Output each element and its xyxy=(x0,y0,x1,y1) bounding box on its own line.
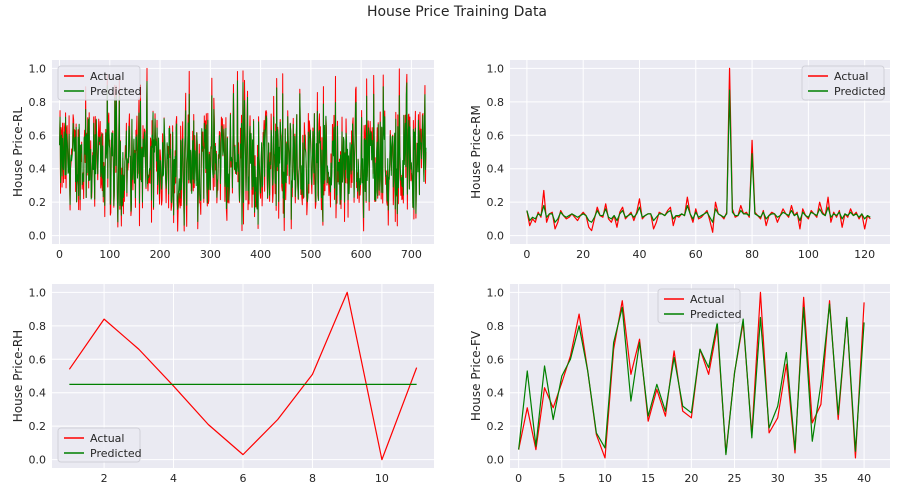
x-tick-label: 8 xyxy=(309,472,316,485)
figure-title: House Price Training Data xyxy=(367,4,547,20)
x-tick-label: 20 xyxy=(684,472,698,485)
subplot-3: 2 4 6 8 10 0.0 0.2 0.4 0.6 0.8 1.0 House Price-RH Ac… xyxy=(11,284,434,485)
y-tick-label: 0.6 xyxy=(29,353,47,366)
x-tick-label: 200 xyxy=(150,248,171,261)
x-tick-label: 400 xyxy=(250,248,271,261)
x-tick-label: 4 xyxy=(170,472,177,485)
x-tick-label: 100 xyxy=(99,248,120,261)
legend-label-actual: Actual xyxy=(90,432,124,445)
y-axis-label: House Price-FV xyxy=(469,330,483,421)
x-tick-label: 500 xyxy=(300,248,321,261)
x-tick-label: 6 xyxy=(240,472,247,485)
series-line-predicted xyxy=(59,80,427,226)
y-tick-label: 1.0 xyxy=(29,62,47,75)
x-tick-label: 0 xyxy=(56,248,63,261)
y-tick-label: 0.0 xyxy=(29,454,47,467)
y-tick-label: 0.0 xyxy=(487,454,505,467)
series-line-predicted xyxy=(526,89,871,223)
x-tick-label: 15 xyxy=(641,472,655,485)
y-tick-label: 0.6 xyxy=(487,129,505,142)
y-tick-label: 0.8 xyxy=(487,96,505,109)
y-tick-label: 0.4 xyxy=(487,387,505,400)
y-tick-label: 1.0 xyxy=(29,286,47,299)
legend-label-actual: Actual xyxy=(690,293,724,306)
y-tick-label: 1.0 xyxy=(487,62,505,75)
legend-label-actual: Actual xyxy=(834,70,868,83)
x-tick-label: 100 xyxy=(798,248,819,261)
y-tick-label: 0.2 xyxy=(487,196,505,209)
x-tick-label: 40 xyxy=(857,472,871,485)
y-tick-label: 0.4 xyxy=(487,163,505,176)
y-tick-label: 0.8 xyxy=(29,96,47,109)
legend: Actual Predicted xyxy=(57,427,142,463)
x-tick-label: 700 xyxy=(401,248,422,261)
legend: Actual Predicted xyxy=(657,288,742,324)
legend-label-predicted: Predicted xyxy=(690,308,742,321)
legend: Actual Predicted xyxy=(801,65,886,101)
legend-label-actual: Actual xyxy=(90,70,124,83)
x-tick-label: 120 xyxy=(854,248,875,261)
x-tick-label: 20 xyxy=(576,248,590,261)
subplot-1: 0 100 200 300 400 500 600 700 0.0 0.2 0.4 0.6 0.8 1.0… xyxy=(11,60,434,261)
series-line-predicted xyxy=(518,303,865,456)
x-tick-label: 600 xyxy=(351,248,372,261)
subplot-4: 0 5 10 15 20 25 30 35 40 0.0 0.2 0.4 0.6 0.8 1.0 House … xyxy=(469,284,890,485)
y-tick-label: 1.0 xyxy=(487,286,505,299)
x-tick-label: 0 xyxy=(523,248,530,261)
legend-label-predicted: Predicted xyxy=(90,85,142,98)
x-tick-label: 35 xyxy=(814,472,828,485)
x-tick-label: 10 xyxy=(375,472,389,485)
x-tick-label: 40 xyxy=(632,248,646,261)
series-line-actual xyxy=(68,291,418,461)
subplot-2: 0 20 40 60 80 100 120 0.0 0.2 0.4 0.6 0.8 1.0 House P… xyxy=(469,60,890,261)
legend-label-predicted: Predicted xyxy=(834,85,886,98)
y-axis-label: House Price-RL xyxy=(11,107,25,197)
y-tick-label: 0.8 xyxy=(29,320,47,333)
legend-label-predicted: Predicted xyxy=(90,447,142,460)
x-tick-label: 60 xyxy=(689,248,703,261)
x-tick-label: 80 xyxy=(745,248,759,261)
y-axis-label: House Price-RH xyxy=(11,330,25,422)
subplots: 0 100 200 300 400 500 600 7000.00.20.40.60.81.0… xyxy=(11,60,890,485)
x-tick-label: 30 xyxy=(771,472,785,485)
legend: Actual Predicted xyxy=(57,65,142,101)
y-axis-label: House Price-RM xyxy=(469,105,483,199)
y-tick-label: 0.0 xyxy=(29,230,47,243)
x-tick-label: 25 xyxy=(728,472,742,485)
y-tick-label: 0.2 xyxy=(487,420,505,433)
y-tick-label: 0.4 xyxy=(29,163,47,176)
y-tick-label: 0.8 xyxy=(487,320,505,333)
y-tick-label: 0.4 xyxy=(29,387,47,400)
x-tick-label: 300 xyxy=(200,248,221,261)
x-tick-label: 5 xyxy=(558,472,565,485)
y-tick-label: 0.2 xyxy=(29,196,47,209)
x-tick-label: 10 xyxy=(598,472,612,485)
series-line-actual xyxy=(518,291,865,459)
y-tick-label: 0.0 xyxy=(487,230,505,243)
x-tick-label: 2 xyxy=(101,472,108,485)
y-tick-label: 0.2 xyxy=(29,420,47,433)
y-tick-label: 0.6 xyxy=(29,129,47,142)
y-tick-label: 0.6 xyxy=(487,353,505,366)
x-tick-label: 0 xyxy=(515,472,522,485)
